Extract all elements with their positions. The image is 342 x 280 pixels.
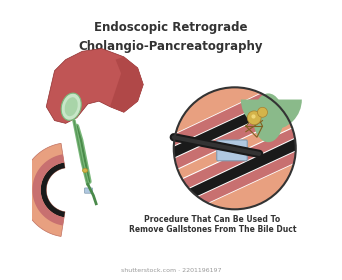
Polygon shape [41, 162, 65, 217]
Polygon shape [21, 143, 65, 236]
Polygon shape [177, 118, 292, 178]
Polygon shape [32, 154, 64, 225]
Text: Endoscopic Retrograde: Endoscopic Retrograde [94, 21, 248, 34]
Text: Cholangio-Pancreatography: Cholangio-Pancreatography [79, 40, 263, 53]
Polygon shape [174, 101, 281, 157]
Circle shape [174, 87, 296, 209]
Text: shutterstock.com · 2201196197: shutterstock.com · 2201196197 [121, 268, 221, 273]
Text: Procedure That Can Be Used To
Remove Gallstones From The Bile Duct: Procedure That Can Be Used To Remove Gal… [129, 215, 296, 234]
Ellipse shape [82, 169, 88, 172]
Polygon shape [182, 129, 295, 188]
Ellipse shape [253, 94, 284, 142]
Polygon shape [174, 94, 272, 146]
Ellipse shape [61, 93, 81, 120]
Polygon shape [46, 48, 143, 123]
Polygon shape [110, 57, 143, 112]
Wedge shape [241, 99, 302, 130]
Circle shape [258, 107, 267, 117]
FancyBboxPatch shape [84, 188, 93, 193]
FancyBboxPatch shape [217, 140, 247, 161]
Polygon shape [209, 164, 294, 209]
Polygon shape [198, 151, 296, 203]
Polygon shape [175, 109, 287, 169]
Polygon shape [176, 87, 260, 133]
Ellipse shape [65, 97, 78, 116]
Circle shape [247, 111, 261, 125]
Polygon shape [189, 139, 296, 196]
